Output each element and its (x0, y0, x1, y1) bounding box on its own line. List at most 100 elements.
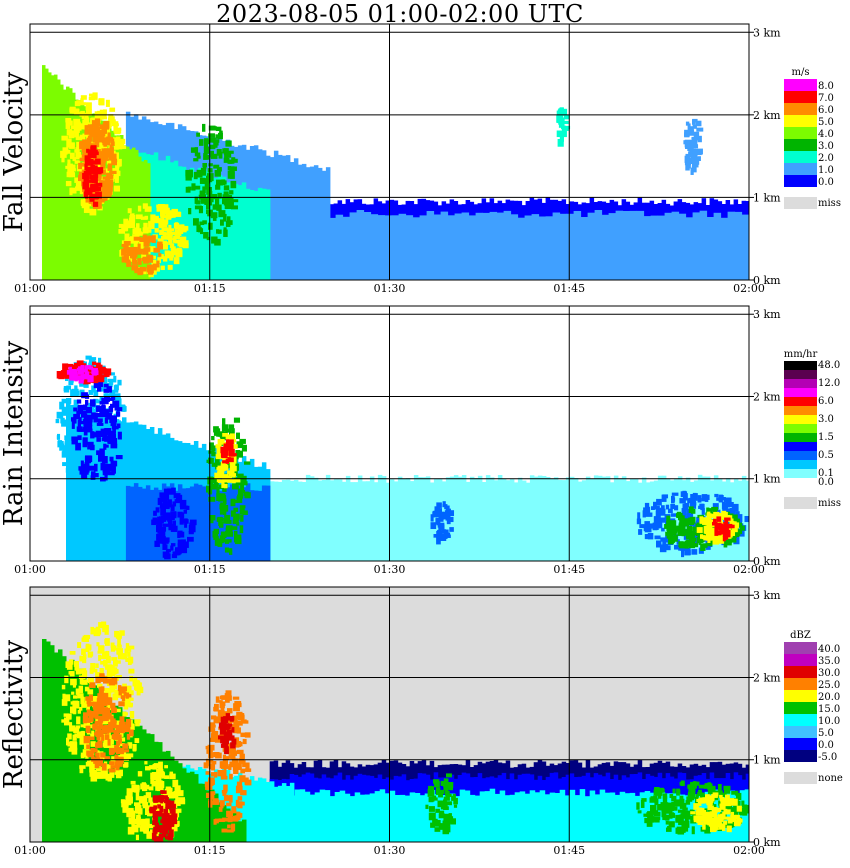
velocity-blob (231, 205, 238, 210)
intensity-band (321, 480, 327, 561)
velocity-blob (103, 189, 108, 195)
velocity-blob (117, 170, 121, 177)
intensity-band (477, 475, 483, 561)
velocity-band (377, 215, 386, 280)
velocity-band (273, 150, 279, 280)
intensity-band (293, 479, 299, 561)
intensity-band (289, 480, 295, 561)
reflectivity-band (253, 780, 259, 842)
reflectivity-blob (715, 807, 722, 813)
velocity-band (475, 212, 484, 280)
colorbar-label: 6.0 (818, 396, 834, 407)
reflectivity-band (489, 788, 496, 842)
reflectivity-blob (153, 799, 158, 803)
velocity-blob (105, 168, 110, 173)
reflectivity-blob (157, 781, 165, 789)
velocity-blob (182, 225, 189, 231)
colorbar-swatch (784, 714, 817, 726)
reflectivity-blob (218, 735, 224, 740)
intensity-band (161, 483, 167, 561)
intensity-blob (209, 442, 214, 451)
intensity-blob (62, 445, 70, 452)
reflectivity-blob (87, 689, 94, 695)
reflectivity-blob (209, 791, 216, 796)
intensity-blob (99, 480, 105, 488)
reflectivity-blob (644, 818, 649, 823)
velocity-blob (142, 203, 148, 209)
reflectivity-blob (100, 661, 107, 665)
intensity-blob (70, 389, 74, 396)
reflectivity-blob (121, 697, 127, 705)
reflectivity-blob (102, 624, 109, 633)
intensity-band (257, 490, 263, 561)
velocity-blob (147, 235, 155, 243)
intensity-blob (111, 395, 116, 401)
intensity-blob (676, 511, 682, 518)
intensity-band (561, 480, 567, 561)
reflectivity-blob (80, 731, 86, 738)
intensity-blob (696, 527, 703, 533)
intensity-blob (221, 510, 226, 514)
intensity-blob (96, 437, 101, 442)
reflectivity-blob (718, 800, 723, 806)
reflectivity-blob (120, 686, 128, 692)
intensity-blob (701, 494, 708, 501)
reflectivity-blob (654, 817, 660, 823)
reflectivity-blob (110, 702, 116, 709)
intensity-band (505, 480, 511, 561)
intensity-blob (106, 386, 112, 393)
reflectivity-blob (227, 824, 231, 829)
velocity-blob (175, 222, 179, 230)
reflectivity-band (349, 796, 356, 842)
intensity-blob (233, 499, 239, 504)
reflectivity-blob (211, 733, 217, 738)
reflectivity-blob (135, 684, 140, 691)
reflectivity-blob (438, 813, 445, 819)
intensity-blob (209, 515, 216, 521)
intensity-band (277, 481, 283, 561)
reflectivity-band (170, 756, 175, 842)
intensity-blob (211, 462, 217, 467)
velocity-blob (193, 218, 199, 226)
velocity-blob (171, 231, 178, 236)
reflectivity-band (329, 796, 336, 842)
reflectivity-blob (101, 621, 107, 628)
intensity-blob (110, 420, 117, 427)
intensity-blob (73, 413, 80, 420)
velocity-blob (93, 201, 99, 207)
colorbar-swatch (784, 678, 817, 690)
reflectivity-blob (657, 804, 662, 811)
reflectivity-band (289, 782, 295, 842)
velocity-blob (558, 118, 563, 125)
reflectivity-blob (119, 747, 124, 755)
intensity-blob (651, 506, 655, 510)
intensity-blob (91, 440, 96, 448)
reflectivity-blob (145, 805, 152, 809)
reflectivity-blob (148, 797, 153, 803)
velocity-blob (65, 149, 71, 154)
intensity-blob (229, 424, 235, 431)
intensity-blob (72, 390, 80, 396)
velocity-blob (203, 146, 210, 154)
intensity-band (221, 488, 227, 561)
intensity-blob (713, 518, 717, 525)
velocity-blob (91, 149, 98, 153)
reflectivity-blob (77, 710, 81, 714)
intensity-blob (644, 502, 650, 509)
velocity-blob (123, 254, 129, 263)
intensity-blob (162, 551, 170, 558)
reflectivity-band (277, 785, 283, 842)
colorbar-label: 4.0 (818, 129, 834, 140)
intensity-blob (731, 503, 739, 512)
reflectivity-band (594, 794, 601, 842)
reflectivity-blob (698, 789, 702, 794)
intensity-blob (106, 393, 111, 398)
reflectivity-blob (107, 691, 112, 699)
reflectivity-blob (126, 753, 134, 758)
reflectivity-band (624, 793, 631, 842)
intensity-blob (63, 386, 70, 393)
reflectivity-blob (704, 827, 711, 834)
velocity-blob (112, 168, 119, 174)
intensity-blob (92, 361, 96, 365)
intensity-blob (174, 499, 181, 504)
